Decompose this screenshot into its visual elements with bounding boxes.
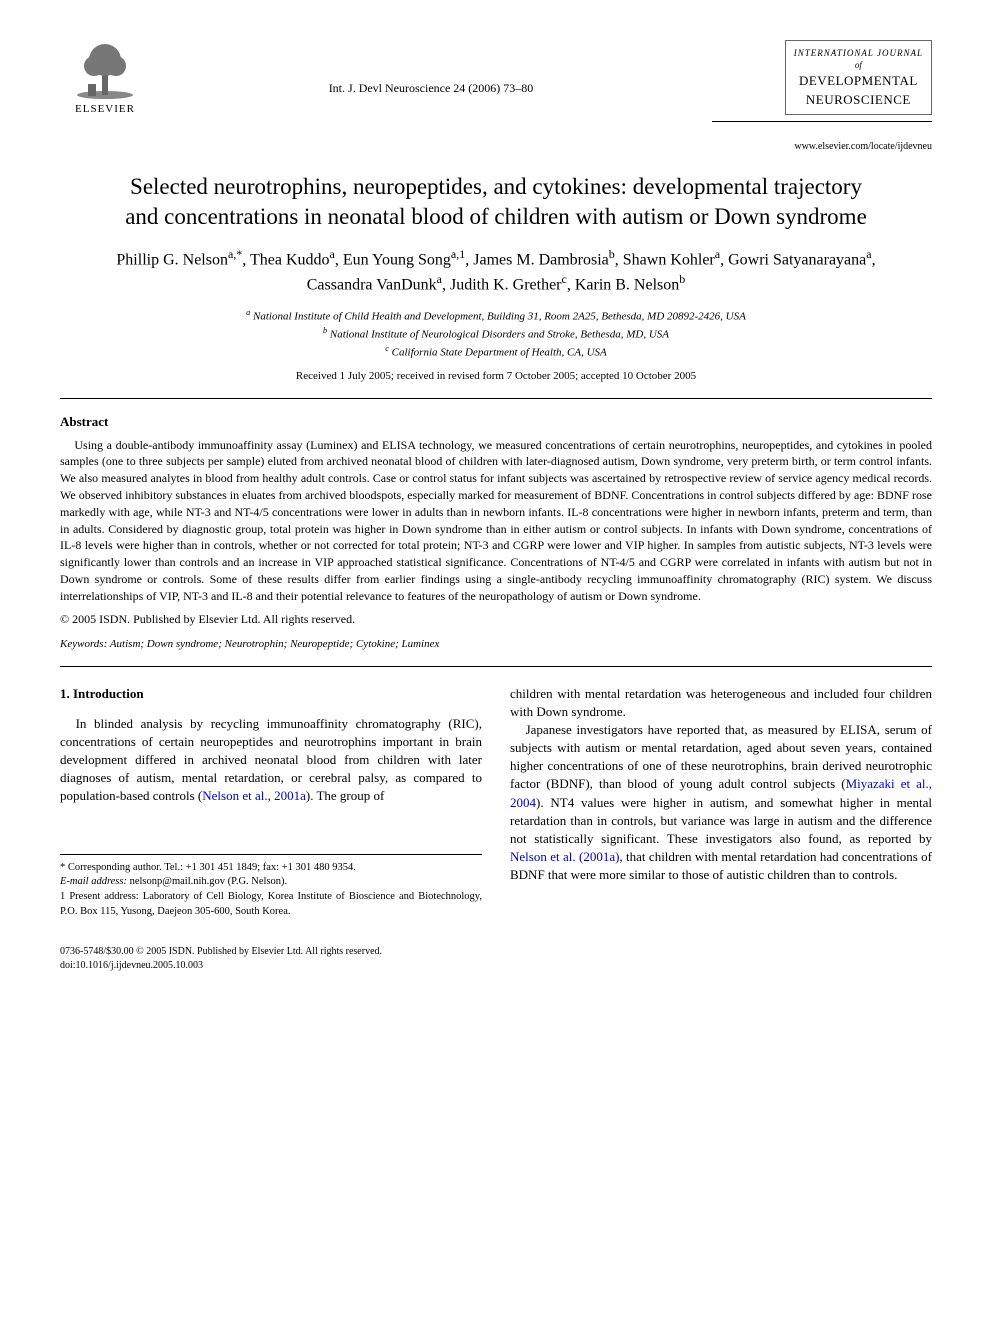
journal-name-2: NEUROSCIENCE <box>794 91 923 109</box>
publisher-logo: ELSEVIER <box>60 40 150 117</box>
affiliation-a: a National Institute of Child Health and… <box>60 307 932 325</box>
left-column: 1. Introduction In blinded analysis by r… <box>60 685 482 920</box>
keywords-values: Autism; Down syndrome; Neurotrophin; Neu… <box>110 638 440 650</box>
citation-link-nelson-2001a-2[interactable]: Nelson et al. (2001a) <box>510 849 619 864</box>
rule-below-keywords <box>60 666 932 667</box>
footnote-corresponding: * Corresponding author. Tel.: +1 301 451… <box>60 861 482 876</box>
keywords-label: Keywords: <box>60 638 107 650</box>
affiliation-b: b National Institute of Neurological Dis… <box>60 325 932 343</box>
journal-title-box: INTERNATIONAL JOURNAL of DEVELOPMENTAL N… <box>785 40 932 115</box>
intro-para-1: In blinded analysis by recycling immunoa… <box>60 715 482 806</box>
elsevier-tree-icon <box>70 40 140 100</box>
abstract-text: Using a double-antibody immunoaffinity a… <box>60 437 932 605</box>
journal-rule <box>712 121 932 122</box>
abstract-heading: Abstract <box>60 413 932 431</box>
article-dates: Received 1 July 2005; received in revise… <box>60 369 932 384</box>
intro-p2-b: ). NT4 values were higher in autism, and… <box>510 795 932 846</box>
affiliation-b-text: National Institute of Neurological Disor… <box>327 329 669 341</box>
citation-link-nelson-2001a[interactable]: Nelson et al., 2001a <box>202 788 306 803</box>
intro-p1-b: ). The group of <box>306 788 384 803</box>
footnotes-block: * Corresponding author. Tel.: +1 301 451… <box>60 854 482 920</box>
journal-url[interactable]: www.elsevier.com/locate/ijdevneu <box>712 140 932 154</box>
publisher-name: ELSEVIER <box>60 102 150 117</box>
article-title: Selected neurotrophins, neuropeptides, a… <box>120 172 872 232</box>
authors-list: Phillip G. Nelsona,*, Thea Kuddoa, Eun Y… <box>100 246 892 297</box>
abstract-copyright: © 2005 ISDN. Published by Elsevier Ltd. … <box>60 611 932 627</box>
intro-heading: 1. Introduction <box>60 685 482 703</box>
affiliation-c-text: California State Department of Health, C… <box>389 347 607 359</box>
footnote-email: E-mail address: nelsonp@mail.nih.gov (P.… <box>60 875 482 890</box>
affiliation-a-text: National Institute of Child Health and D… <box>250 310 746 322</box>
affiliations: a National Institute of Child Health and… <box>60 307 932 361</box>
journal-of: of <box>794 59 923 71</box>
journal-overline: INTERNATIONAL JOURNAL <box>794 47 923 59</box>
affiliation-c: c California State Department of Health,… <box>60 343 932 361</box>
footnote-email-label: E-mail address: <box>60 876 127 887</box>
intro-para-1-cont: children with mental retardation was het… <box>510 685 932 721</box>
journal-name-1: DEVELOPMENTAL <box>794 72 923 90</box>
header-row: ELSEVIER Int. J. Devl Neuroscience 24 (2… <box>60 40 932 154</box>
footnote-present-address: 1 Present address: Laboratory of Cell Bi… <box>60 890 482 919</box>
citation-line: Int. J. Devl Neuroscience 24 (2006) 73–8… <box>150 40 712 96</box>
keywords-line: Keywords: Autism; Down syndrome; Neurotr… <box>60 637 932 652</box>
footer-issn: 0736-5748/$30.00 © 2005 ISDN. Published … <box>60 945 932 959</box>
page-footer: 0736-5748/$30.00 © 2005 ISDN. Published … <box>60 945 932 973</box>
footer-doi: doi:10.1016/j.ijdevneu.2005.10.003 <box>60 959 932 973</box>
right-column: children with mental retardation was het… <box>510 685 932 920</box>
footnote-email-value[interactable]: nelsonp@mail.nih.gov (P.G. Nelson). <box>130 876 288 887</box>
journal-block: INTERNATIONAL JOURNAL of DEVELOPMENTAL N… <box>712 40 932 154</box>
body-columns: 1. Introduction In blinded analysis by r… <box>60 685 932 920</box>
intro-para-2: Japanese investigators have reported tha… <box>510 721 932 885</box>
rule-above-abstract <box>60 398 932 399</box>
abstract-body: Using a double-antibody immunoaffinity a… <box>60 437 932 605</box>
